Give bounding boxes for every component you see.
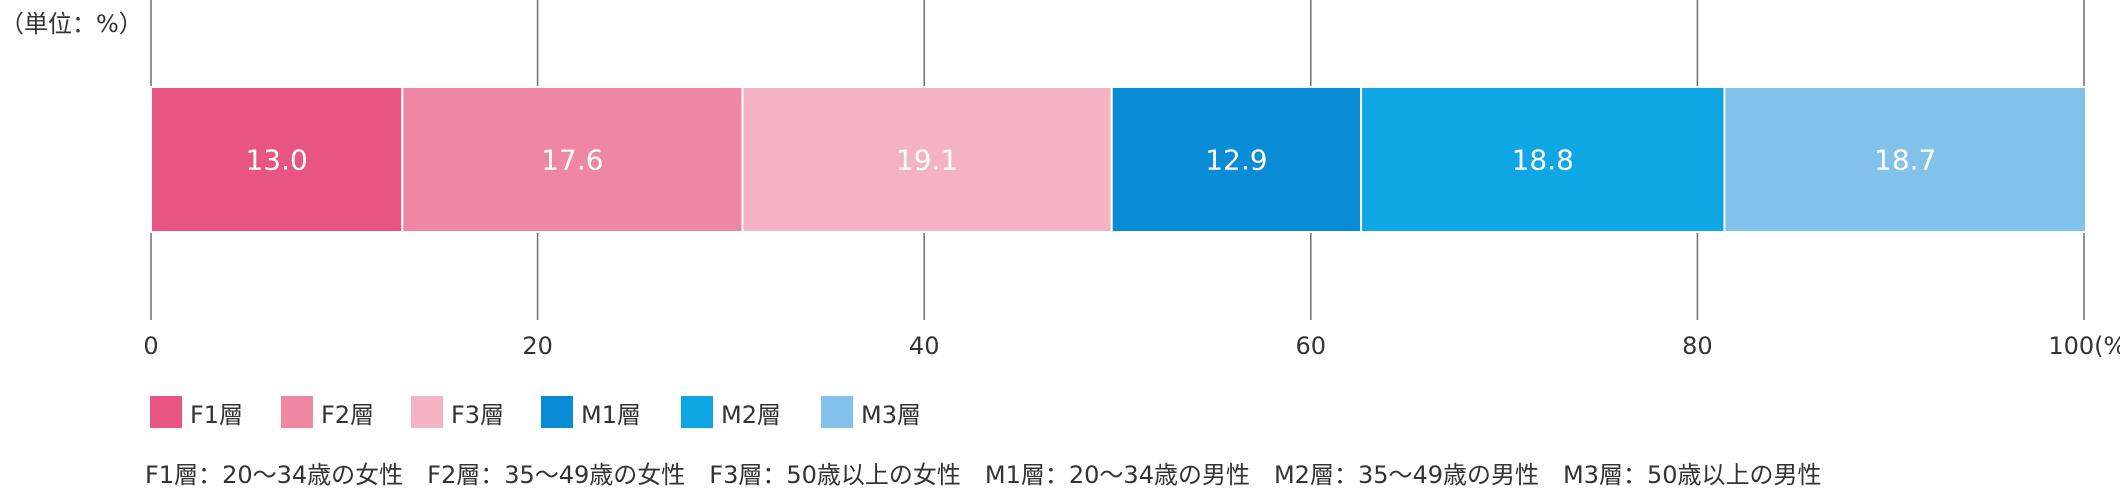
footnote: F1層：20～34歳の女性 F2層：35～49歳の女性 F3層：50歳以上の女性… [145, 461, 1822, 489]
bar-segment-M3層 [1723, 86, 2087, 233]
bar-segment-F2層 [401, 86, 744, 233]
x-tick-label-20: 20 [522, 332, 553, 360]
bar-segment-M1層 [1110, 86, 1363, 233]
legend-swatch [281, 396, 313, 428]
unit-note: （単位：%） [0, 10, 143, 38]
bar-segments: 13.0 17.6 19.1 12.9 18.8 18.7 [150, 86, 2087, 233]
x-tick-label-60: 60 [1296, 332, 1327, 360]
x-axis-ticks: 0 20 40 60 80 100(%) [143, 332, 2120, 360]
data-label-F2層: 17.6 [541, 144, 603, 177]
data-label-F3層: 19.1 [896, 144, 958, 177]
legend-item-F3層: F3層 [411, 392, 504, 432]
legend-swatch [541, 396, 573, 428]
x-tick-label-80: 80 [1682, 332, 1713, 360]
legend-label: F3層 [451, 400, 505, 429]
legend-label: M3層 [861, 400, 921, 429]
x-tick-label-100: 100(%) [2048, 332, 2120, 360]
legend-item-M2層: M2層 [681, 392, 781, 432]
data-label-M1層: 12.9 [1205, 144, 1267, 177]
legend-label: M1層 [581, 400, 641, 429]
bar-segment-M2層 [1360, 86, 1726, 233]
legend-label: M2層 [721, 400, 781, 429]
legend-item-F1層: F1層 [150, 392, 243, 432]
data-label-M2層: 18.8 [1512, 144, 1574, 177]
legend-swatch [411, 396, 443, 428]
data-label-M3層: 18.7 [1874, 144, 1936, 177]
legend-item-M1層: M1層 [541, 392, 641, 432]
legend-swatch [821, 396, 853, 428]
x-tick-label-40: 40 [909, 332, 940, 360]
legend-swatch [150, 396, 182, 428]
bar-segment-F3層 [741, 86, 1113, 233]
legend-label: F1層 [190, 400, 244, 429]
data-label-F1層: 13.0 [245, 144, 307, 177]
x-tick-label-0: 0 [143, 332, 158, 360]
legend-label: F2層 [321, 400, 375, 429]
legend-item-F2層: F2層 [281, 392, 374, 432]
stacked-bar-chart: 13.0 17.6 19.1 12.9 18.8 18.7 0 20 40 60 80 100(%) [143, 0, 2120, 360]
legend-swatch [681, 396, 713, 428]
legend-item-M3層: M3層 [821, 392, 921, 432]
